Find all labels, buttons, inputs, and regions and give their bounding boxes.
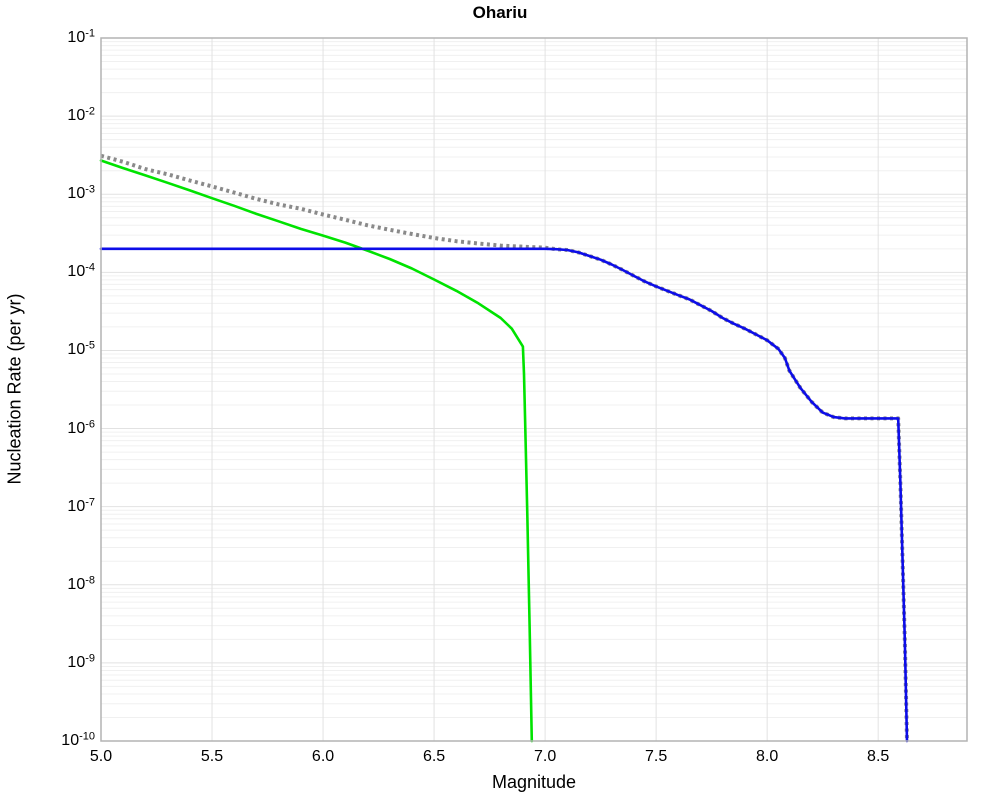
chart-title: Ohariu bbox=[472, 3, 528, 22]
x-tick-label: 6.0 bbox=[311, 748, 335, 765]
gray-dotted-line-curve bbox=[100, 153, 909, 742]
x-axis-title: Magnitude bbox=[491, 772, 577, 792]
green-solid-line-curve bbox=[99, 159, 534, 743]
x-tick-label: 8.5 bbox=[867, 748, 890, 765]
x-tick-label: 5.5 bbox=[200, 748, 224, 765]
blue-solid-line-curve bbox=[99, 247, 909, 743]
x-tick-label: 6.5 bbox=[422, 748, 446, 765]
y-tick-label: 10-6 bbox=[67, 418, 95, 437]
plot-border bbox=[100, 37, 968, 742]
y-tick-label: 10-10 bbox=[61, 730, 95, 749]
y-tick-label: 10-2 bbox=[67, 105, 95, 125]
y-tick-label: 10-4 bbox=[67, 261, 95, 281]
y-tick-label: 10-8 bbox=[67, 574, 95, 593]
grid-minor bbox=[101, 41, 967, 718]
x-tick-label: 8.0 bbox=[756, 748, 779, 765]
x-tick-label: 7.0 bbox=[533, 748, 557, 765]
y-tick-label: 10-9 bbox=[67, 652, 95, 671]
y-tick-label: 10-1 bbox=[67, 27, 95, 46]
y-tick-label: 10-3 bbox=[67, 183, 95, 203]
x-tick-label: 7.5 bbox=[645, 748, 668, 765]
y-tick-label: 10-5 bbox=[67, 339, 95, 359]
y-tick-label: 10-7 bbox=[67, 496, 95, 515]
x-tick-label: 5.0 bbox=[89, 748, 113, 765]
grid-major bbox=[101, 38, 967, 741]
